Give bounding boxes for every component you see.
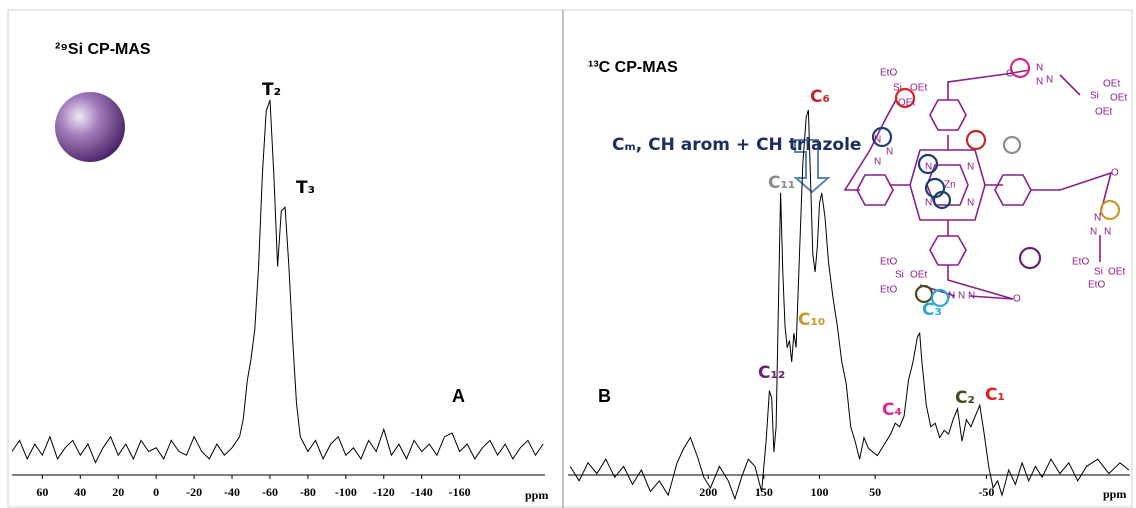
peak-label: Cₘ, CH arom + CH triazole bbox=[612, 135, 861, 155]
peak-label: C₁₁ bbox=[768, 173, 795, 193]
x-tick-label: 100 bbox=[811, 485, 829, 499]
x-tick-label: -60 bbox=[262, 485, 278, 499]
x-tick-label: 0 bbox=[153, 485, 159, 499]
structure-label: EtO bbox=[880, 257, 897, 268]
spectrum-line bbox=[11, 99, 544, 464]
structure-label: N bbox=[925, 198, 932, 209]
peak-label: C₄ bbox=[882, 400, 902, 420]
structure-label: O bbox=[1111, 168, 1119, 179]
x-tick-label: -20 bbox=[186, 485, 202, 499]
peak-label: C₂ bbox=[955, 388, 975, 408]
structure-label: N bbox=[925, 162, 932, 173]
structure-label: N bbox=[874, 157, 881, 168]
x-tick-label: -80 bbox=[300, 485, 316, 499]
structure-label: EtO bbox=[1088, 280, 1105, 291]
structure-label: N bbox=[1036, 63, 1043, 74]
structure-label: O bbox=[1006, 69, 1014, 80]
structure-label: O bbox=[1013, 294, 1021, 305]
structure-label: OEt bbox=[898, 98, 915, 109]
peak-label: T₂ bbox=[262, 80, 281, 100]
structure-label: N bbox=[967, 162, 974, 173]
peak-label: T₃ bbox=[296, 178, 315, 198]
peak-label: C₁₂ bbox=[758, 363, 785, 383]
structure-label: N bbox=[1090, 227, 1097, 238]
structure-label: N bbox=[1104, 227, 1111, 238]
peak-label: C₁ bbox=[985, 385, 1005, 405]
x-axis-label: ppm bbox=[525, 488, 548, 502]
panel-label: B bbox=[598, 386, 611, 406]
panel-title: ²⁹Si CP-MAS bbox=[55, 41, 151, 58]
structure-label: N bbox=[1036, 77, 1043, 88]
structure-label: OEt bbox=[1110, 93, 1127, 104]
structure-label: N bbox=[886, 147, 893, 158]
molecule-highlights bbox=[871, 57, 1121, 308]
structure-label: N bbox=[948, 291, 955, 302]
structure-label: Si bbox=[893, 83, 902, 94]
x-tick-label: -120 bbox=[373, 485, 395, 499]
x-tick-label: 150 bbox=[755, 485, 773, 499]
peak-label: C₁₀ bbox=[798, 310, 825, 330]
structure-label: N bbox=[958, 291, 965, 302]
x-tick-label: 50 bbox=[869, 485, 881, 499]
x-tick-label: 60 bbox=[36, 485, 48, 499]
x-tick-label: -50 bbox=[978, 485, 994, 499]
spectrum-line bbox=[569, 109, 1130, 501]
structure-label: EtO bbox=[880, 285, 897, 296]
particle-icon bbox=[55, 92, 125, 162]
structure-label: OEt bbox=[910, 270, 927, 281]
structure-label: OEt bbox=[1103, 79, 1120, 90]
x-tick-label: 20 bbox=[112, 485, 124, 499]
x-tick-label: -140 bbox=[411, 485, 433, 499]
structure-label: OEt bbox=[910, 83, 927, 94]
arrow bbox=[793, 139, 831, 194]
x-axis-label: ppm bbox=[1103, 487, 1126, 501]
structure-label: N bbox=[874, 135, 881, 146]
structure-label: OEt bbox=[1095, 107, 1112, 118]
structure-label: N bbox=[968, 291, 975, 302]
structure-label: Si bbox=[1090, 91, 1099, 102]
structure-label: OEt bbox=[1108, 267, 1125, 278]
panel-label: A bbox=[452, 386, 465, 406]
structure-label: Si bbox=[1094, 267, 1103, 278]
frame bbox=[7, 9, 1133, 508]
structure-label: EtO bbox=[880, 68, 897, 79]
peak-label: C₆ bbox=[810, 87, 830, 107]
structure-label: EtO bbox=[1072, 257, 1089, 268]
panel-title: ¹³C CP-MAS bbox=[588, 59, 678, 76]
x-tick-label: -100 bbox=[335, 485, 357, 499]
x-tick-label: 40 bbox=[74, 485, 86, 499]
x-tick-label: -40 bbox=[224, 485, 240, 499]
structure-label: Si bbox=[895, 270, 904, 281]
structure-label: N bbox=[1094, 213, 1101, 224]
structure-label: N bbox=[967, 198, 974, 209]
peak-label: C₃ bbox=[922, 300, 942, 320]
x-tick-label: -160 bbox=[449, 485, 471, 499]
structure-label: Zn bbox=[944, 180, 956, 191]
structure-label: N bbox=[1046, 75, 1053, 86]
x-tick-label: 200 bbox=[699, 485, 717, 499]
